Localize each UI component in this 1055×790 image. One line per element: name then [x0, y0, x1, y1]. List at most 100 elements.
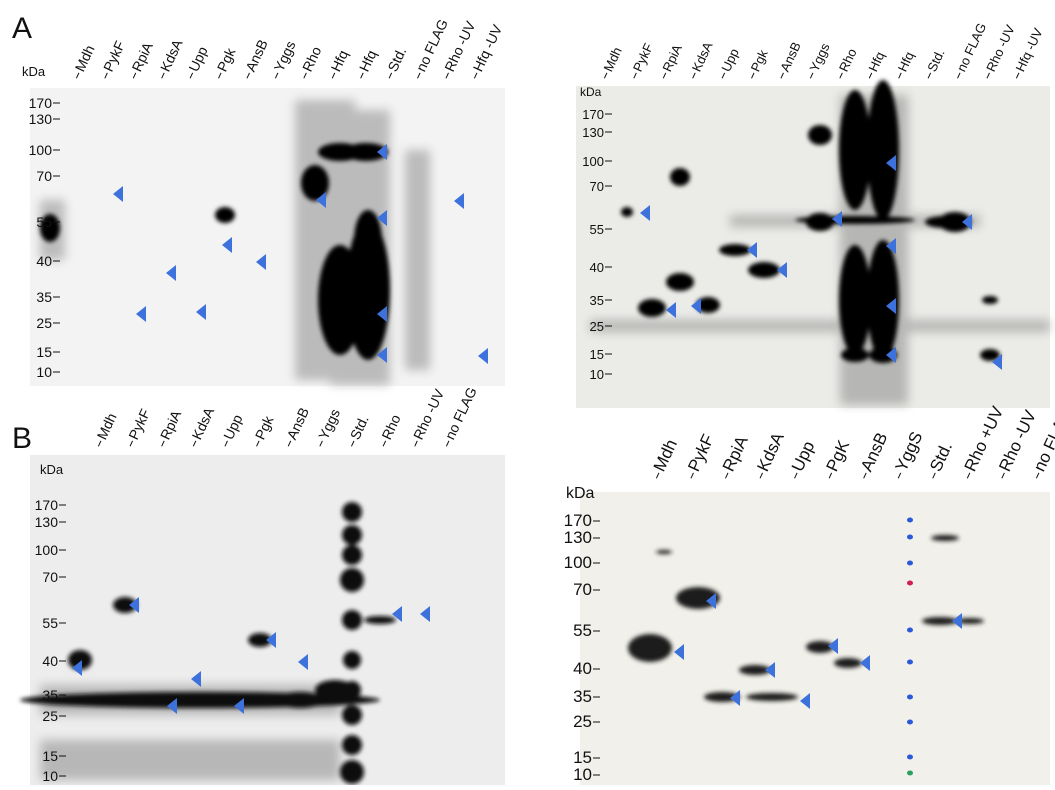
ladder-dot [907, 754, 913, 760]
lane-dash [932, 472, 936, 479]
lane-dash [839, 72, 843, 79]
membrane [30, 455, 505, 785]
bands [621, 80, 1000, 363]
lane-dash [417, 72, 421, 79]
band [342, 610, 362, 630]
marker-label: 170 [35, 497, 59, 513]
lane-label-group: Rho -UV [410, 386, 447, 447]
arrowhead [316, 192, 326, 208]
marker-label: 100 [29, 142, 53, 158]
marker-label: 15 [590, 347, 604, 362]
lane-dash [898, 72, 902, 79]
lane-label: Upp [185, 44, 210, 74]
arrowhead [167, 698, 177, 714]
band [980, 349, 1000, 361]
lane-label-group: AnsB [857, 430, 891, 479]
lane-dash [780, 72, 784, 79]
marker-label: 100 [582, 154, 604, 169]
band [704, 692, 740, 702]
lane-label: Hfq [356, 48, 380, 75]
band [342, 502, 362, 522]
lane-label-group: Upp [718, 46, 742, 79]
marker-label: 55 [590, 222, 604, 237]
lane-label: RpiA [128, 39, 156, 74]
lane-dash [274, 72, 279, 79]
lane-label-group: no FLAG [413, 16, 451, 79]
lane-label: Hfq [895, 49, 917, 74]
lane-label: AnsB [777, 40, 804, 75]
arrowhead [640, 205, 650, 221]
lane-label: PykF [125, 406, 153, 442]
lane-label: Upp [718, 46, 742, 74]
lane-label-group: PykF [100, 38, 128, 79]
marker-label: 25 [590, 319, 604, 334]
lane-dash [759, 472, 763, 479]
band [344, 143, 388, 161]
lane-dash [189, 72, 194, 79]
lane-dash [303, 72, 307, 79]
lane-dash [218, 72, 222, 79]
lane-dash [129, 440, 134, 447]
lane-dash [132, 72, 137, 79]
arrowhead [666, 302, 676, 318]
lane-dash [97, 440, 102, 447]
band [670, 168, 690, 186]
lane-dash [662, 72, 667, 79]
lane-label-group: Mdh [72, 43, 98, 79]
arrowhead [454, 193, 464, 209]
lane-label-group: Yggs [315, 406, 343, 447]
band [40, 214, 60, 242]
band [354, 210, 382, 270]
ladder-dot [907, 627, 913, 633]
lane-dash [256, 440, 260, 447]
arrowhead [266, 632, 276, 648]
lane-dash [473, 72, 478, 79]
marker-label: 170 [582, 107, 604, 122]
band [215, 207, 235, 223]
lane-dash [388, 72, 393, 79]
lane-label-group: AnsB [283, 405, 312, 447]
lane-dash [445, 440, 450, 447]
band [68, 650, 92, 670]
kda-label: kDa [566, 485, 595, 502]
lane-label: Pgk [214, 44, 239, 74]
lane-label: PykF [100, 38, 128, 74]
lane-label: Mdh [94, 411, 120, 442]
band [806, 641, 834, 653]
lane-dash [721, 72, 726, 79]
lane-label: Std. [384, 45, 409, 74]
lane-label: Yggs [271, 38, 299, 74]
lane-label: RpiA [157, 407, 185, 442]
lane-dash [331, 72, 336, 79]
lane-label-group: Mdh [601, 45, 625, 79]
lane-dash [957, 72, 961, 79]
lane-label-group: AnsB [242, 37, 271, 79]
kda-label: kDa [22, 64, 46, 79]
band [795, 216, 915, 224]
band [869, 347, 897, 363]
band [834, 658, 862, 668]
band [922, 617, 958, 625]
marker-label: 15 [36, 344, 52, 360]
lane-label-group: Std. [347, 413, 372, 447]
band [343, 651, 361, 669]
smear [405, 150, 430, 370]
lane-dash [725, 472, 729, 479]
lane-dash [351, 440, 355, 447]
arrowhead [962, 214, 972, 230]
lane-label-group: KdsA [157, 36, 186, 79]
lane-label: KdsA [189, 404, 218, 442]
lane-label-group: Rho [299, 44, 324, 79]
marker-label: 40 [573, 659, 592, 678]
marker-label: 70 [573, 580, 592, 599]
lane-label-group: Hfq [356, 48, 380, 79]
marker-label: 15 [42, 748, 58, 764]
lane-label-group: Std. [926, 439, 956, 479]
marker-label: 170 [564, 511, 592, 530]
lane-label: KdsA [157, 36, 186, 74]
lane-label-group: Mdh [94, 411, 120, 447]
lane-label-group: Rho [836, 46, 860, 79]
marker-label: 70 [36, 168, 52, 184]
